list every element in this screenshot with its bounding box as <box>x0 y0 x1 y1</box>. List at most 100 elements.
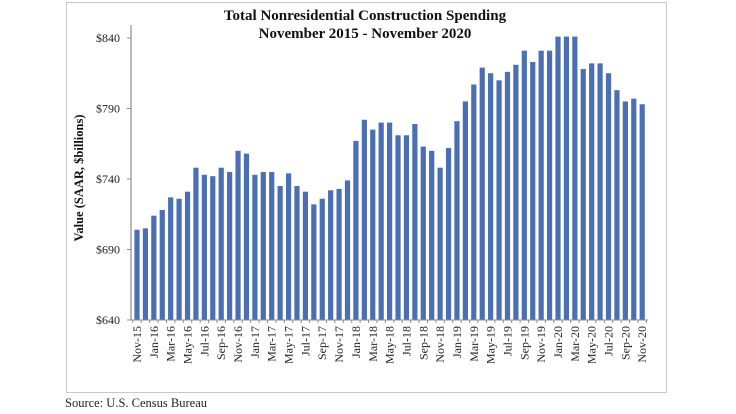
bar-feb-19 <box>462 101 468 320</box>
bar-dec-15 <box>142 228 149 320</box>
bar-jun-18 <box>395 135 401 320</box>
x-tick-label: Jan-17 <box>248 326 262 358</box>
bar-oct-18 <box>429 150 435 320</box>
bar-may-16 <box>184 191 191 320</box>
bar-sep-18 <box>420 146 426 320</box>
bar-nov-18 <box>437 167 443 320</box>
bar-dec-19 <box>546 50 553 320</box>
bar-apr-18 <box>378 122 384 320</box>
x-tick-label: May-19 <box>484 326 498 364</box>
bar-may-18 <box>387 122 393 320</box>
bar-dec-17 <box>344 180 351 320</box>
bar-nov-17 <box>336 188 342 320</box>
x-tick-label: Nov-19 <box>534 326 548 363</box>
bar-jun-20 <box>597 63 603 320</box>
x-tick-label: Nov-15 <box>130 326 144 363</box>
x-tick-label: Jan-20 <box>551 326 565 358</box>
bar-mar-16 <box>168 197 174 320</box>
x-tick-label: Sep-17 <box>315 326 329 360</box>
x-tick-label: Nov-17 <box>332 326 346 363</box>
x-tick-label: Jul-19 <box>500 326 514 356</box>
y-axis-ticks: $640 $690 $740 $790 $840 <box>96 31 131 327</box>
chart-title: Total Nonresidential Construction Spendi… <box>224 8 507 24</box>
bar-aug-19 <box>513 64 519 320</box>
bar-jan-19 <box>454 121 460 320</box>
y-tick-label: $640 <box>96 313 120 327</box>
bar-aug-17 <box>311 204 317 320</box>
x-tick-label: Sep-19 <box>517 326 531 360</box>
chart-subtitle: November 2015 - November 2020 <box>259 26 472 42</box>
x-tick-label: Jan-19 <box>450 326 464 358</box>
bar-jul-18 <box>403 135 410 320</box>
bar-jun-17 <box>294 186 300 320</box>
source-note: Source: U.S. Census Bureau <box>65 396 207 410</box>
x-tick-label: Sep-20 <box>618 326 632 360</box>
bar-jun-16 <box>193 167 199 320</box>
bar-apr-16 <box>176 198 182 320</box>
x-tick-label: May-17 <box>282 326 296 364</box>
x-tick-label: Jul-17 <box>298 326 312 356</box>
bar-may-19 <box>488 73 494 320</box>
x-tick-label: Jul-16 <box>197 326 211 356</box>
bar-apr-17 <box>277 186 283 320</box>
bar-nov-20 <box>639 104 645 321</box>
x-tick-label: Mar-19 <box>467 326 481 362</box>
x-tick-label: Jul-18 <box>399 326 413 356</box>
x-tick-label: Sep-16 <box>214 326 228 360</box>
bar-sep-16 <box>218 167 224 320</box>
bar-dec-18 <box>445 147 452 320</box>
bar-mar-19 <box>471 84 477 320</box>
bar-aug-20 <box>614 90 620 320</box>
x-tick-label: Jan-18 <box>349 326 363 358</box>
bar-sep-17 <box>319 198 325 320</box>
x-tick-label: May-16 <box>181 326 195 364</box>
y-axis-label: Value (SAAR, $billions) <box>72 115 86 242</box>
bar-jan-20 <box>555 36 561 321</box>
chart-frame <box>66 2 667 393</box>
y-tick-label: $740 <box>96 172 120 186</box>
x-tick-label: Nov-20 <box>635 326 649 363</box>
bar-jun-19 <box>496 80 502 320</box>
bar-mar-18 <box>370 129 376 320</box>
bar-oct-19 <box>530 61 536 320</box>
x-axis-ticks: Nov-15 Jan-16 Mar-16 May-16 Jul-16 Sep-16 Nov-… <box>130 320 649 364</box>
y-tick-label: $690 <box>96 243 120 257</box>
bar-nov-16 <box>235 150 241 320</box>
bar-apr-20 <box>580 69 586 321</box>
bar-feb-18 <box>361 119 367 320</box>
bar-jul-16 <box>201 174 207 320</box>
y-tick-label: $790 <box>96 102 120 116</box>
bar-jan-16 <box>151 215 157 320</box>
x-tick-label: Mar-17 <box>265 326 279 362</box>
bar-oct-17 <box>328 190 334 320</box>
bar-oct-16 <box>227 171 233 320</box>
x-tick-label: Nov-18 <box>433 326 447 363</box>
bar-feb-16 <box>159 210 165 320</box>
bar-aug-16 <box>210 176 216 320</box>
bar-feb-20 <box>563 36 570 321</box>
bar-dec-16 <box>243 153 250 320</box>
bar-may-17 <box>285 173 292 320</box>
x-tick-label: May-20 <box>585 326 599 364</box>
bar-jan-18 <box>353 140 359 320</box>
x-tick-label: Jul-20 <box>602 326 616 356</box>
bar-aug-18 <box>412 124 418 320</box>
x-tick-label: Mar-16 <box>164 326 178 362</box>
bar-sep-19 <box>521 50 527 320</box>
bar-oct-20 <box>631 98 637 320</box>
bar-mar-17 <box>269 171 275 320</box>
bar-nov-15 <box>134 229 140 320</box>
y-tick-label: $840 <box>96 31 120 45</box>
bar-mar-20 <box>572 36 578 321</box>
x-tick-label: Mar-18 <box>366 326 380 362</box>
bar-feb-17 <box>260 171 266 320</box>
bar-jul-20 <box>605 73 612 320</box>
bar-nov-19 <box>538 50 544 320</box>
bars <box>134 36 645 321</box>
x-tick-label: Jan-16 <box>147 326 161 358</box>
bar-jul-19 <box>504 71 511 320</box>
x-tick-label: May-18 <box>383 326 397 364</box>
bar-jul-17 <box>302 191 308 320</box>
x-tick-label: Sep-18 <box>416 326 430 360</box>
